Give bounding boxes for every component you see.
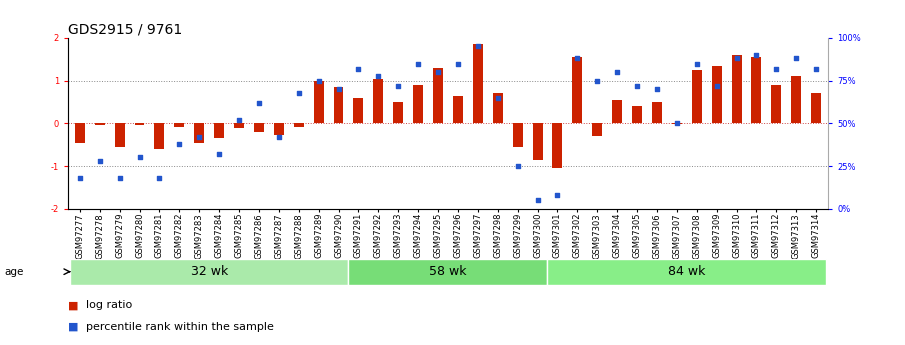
Bar xyxy=(70,259,348,285)
Bar xyxy=(354,98,364,123)
Point xyxy=(351,66,366,71)
Point xyxy=(789,56,804,61)
Point xyxy=(92,158,107,164)
Point xyxy=(491,95,505,100)
Point xyxy=(132,155,147,160)
Point xyxy=(610,69,624,75)
Bar xyxy=(472,45,482,123)
Point xyxy=(291,90,306,95)
Bar xyxy=(274,123,284,135)
Bar xyxy=(452,96,462,123)
Bar xyxy=(155,123,165,149)
Point xyxy=(331,86,346,92)
Bar xyxy=(612,100,622,123)
Bar xyxy=(672,123,681,124)
Bar xyxy=(414,85,424,123)
Bar xyxy=(532,123,542,160)
Bar xyxy=(711,66,721,123)
Point xyxy=(510,163,525,169)
Point xyxy=(690,61,704,66)
Point xyxy=(232,117,246,123)
Bar xyxy=(394,102,404,123)
Text: ■: ■ xyxy=(68,300,79,310)
Point xyxy=(769,66,784,71)
Bar xyxy=(433,68,443,123)
Bar xyxy=(75,123,85,142)
Bar xyxy=(214,123,224,138)
Point xyxy=(411,61,425,66)
Text: age: age xyxy=(5,267,24,276)
Bar xyxy=(294,123,304,127)
Bar xyxy=(572,57,582,123)
Bar xyxy=(234,123,244,128)
Point xyxy=(192,134,206,140)
Point xyxy=(530,197,545,203)
Bar xyxy=(512,123,522,147)
Point xyxy=(112,175,127,181)
Bar xyxy=(552,123,562,168)
Point xyxy=(431,69,445,75)
Text: ■: ■ xyxy=(68,322,79,332)
Point xyxy=(670,120,684,126)
Point xyxy=(72,175,87,181)
Point xyxy=(212,151,226,157)
Point xyxy=(311,78,326,83)
Point xyxy=(590,78,605,83)
Bar xyxy=(771,85,781,123)
Text: 84 wk: 84 wk xyxy=(668,265,706,278)
Text: 58 wk: 58 wk xyxy=(429,265,467,278)
Point xyxy=(729,56,744,61)
Bar xyxy=(492,93,502,123)
Point xyxy=(272,134,286,140)
Bar xyxy=(314,81,324,123)
Bar xyxy=(195,123,205,142)
Point xyxy=(391,83,405,89)
Bar xyxy=(115,123,125,147)
Bar xyxy=(548,259,826,285)
Point xyxy=(710,83,724,89)
Bar xyxy=(592,123,602,136)
Point xyxy=(152,175,167,181)
Text: 32 wk: 32 wk xyxy=(191,265,228,278)
Bar xyxy=(175,123,185,127)
Bar xyxy=(135,123,145,126)
Text: percentile rank within the sample: percentile rank within the sample xyxy=(86,322,274,332)
Bar xyxy=(791,76,801,123)
Bar xyxy=(652,102,662,123)
Bar xyxy=(751,57,761,123)
Bar xyxy=(731,55,741,123)
Text: log ratio: log ratio xyxy=(86,300,132,310)
Bar xyxy=(691,70,701,123)
Point xyxy=(550,192,565,198)
Bar xyxy=(374,79,384,123)
Point xyxy=(371,73,386,78)
Point xyxy=(749,52,764,58)
Point xyxy=(172,141,186,147)
Point xyxy=(570,56,585,61)
Bar xyxy=(334,87,344,123)
Point xyxy=(809,66,824,71)
Bar xyxy=(95,123,105,126)
Bar xyxy=(254,123,264,132)
Point xyxy=(650,86,664,92)
Bar xyxy=(811,93,821,123)
Point xyxy=(252,100,266,106)
Bar xyxy=(348,259,548,285)
Bar xyxy=(632,106,642,123)
Text: GDS2915 / 9761: GDS2915 / 9761 xyxy=(68,22,182,37)
Point xyxy=(451,61,465,66)
Point xyxy=(471,44,485,49)
Point xyxy=(630,83,644,89)
